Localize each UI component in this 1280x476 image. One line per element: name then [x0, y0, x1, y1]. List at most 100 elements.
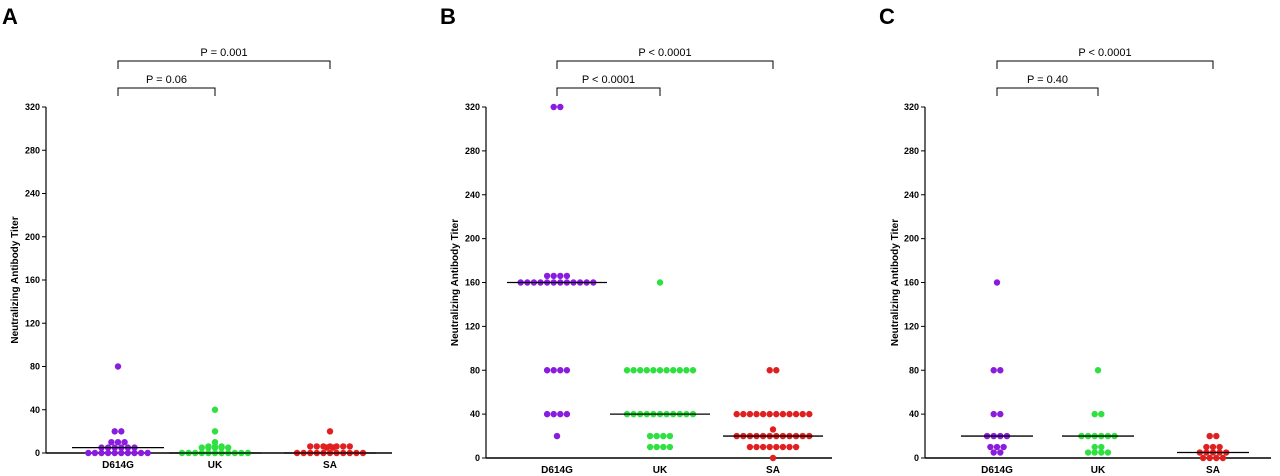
data-point-uk	[663, 367, 670, 374]
data-point-uk	[630, 367, 637, 374]
data-point-d614g	[550, 367, 557, 374]
y-axis-title: Neutralizing Antibody Titer	[10, 216, 21, 343]
data-point-uk	[1098, 443, 1105, 451]
data-point-sa	[753, 410, 760, 418]
data-point-uk	[653, 432, 660, 440]
p-value-label: P < 0.0001	[638, 47, 691, 59]
y-tick-label: 120	[465, 321, 480, 331]
data-point-sa	[1199, 454, 1207, 462]
data-point-d614g	[557, 410, 564, 418]
data-point-sa	[769, 454, 777, 462]
data-point-d614g	[550, 272, 557, 280]
data-point-d614g	[111, 428, 118, 435]
data-point-d614g	[98, 449, 105, 457]
y-tick-label: 80	[470, 365, 480, 375]
y-tick-label: 0	[35, 448, 40, 458]
data-point-d614g	[553, 432, 561, 440]
x-category-label: SA	[766, 465, 780, 476]
data-point-d614g	[118, 428, 125, 435]
data-point-sa	[766, 367, 773, 374]
data-point-uk	[1091, 449, 1098, 456]
data-point-sa	[323, 444, 330, 451]
data-point-uk	[646, 443, 654, 451]
p-value-label: P = 0.001	[200, 47, 247, 59]
y-tick-label: 240	[465, 190, 480, 200]
data-point-sa	[766, 410, 773, 418]
data-point-d614g	[121, 438, 128, 446]
panel-letter: A	[2, 4, 18, 29]
data-point-uk	[218, 444, 225, 451]
y-tick-label: 40	[30, 405, 40, 415]
data-point-uk	[666, 432, 674, 440]
y-tick-label: 200	[465, 234, 480, 244]
x-category-label: D614G	[102, 460, 134, 471]
x-category-label: UK	[653, 465, 668, 476]
data-point-d614g	[990, 449, 997, 456]
data-point-uk	[211, 438, 219, 446]
data-point-uk	[225, 444, 232, 451]
x-category-label: UK	[208, 460, 223, 471]
y-tick-label: 280	[904, 146, 919, 156]
y-axis-title: Neutralizing Antibody Titer	[450, 219, 461, 346]
y-tick-label: 280	[25, 145, 40, 155]
y-tick-label: 0	[475, 453, 480, 463]
data-point-sa	[1203, 443, 1210, 451]
data-point-sa	[307, 443, 314, 450]
data-point-sa	[769, 426, 777, 433]
significance-bracket	[996, 87, 1099, 96]
x-category-label: SA	[323, 460, 337, 471]
data-point-sa	[759, 410, 767, 418]
data-point-uk	[689, 367, 697, 374]
data-point-uk	[666, 443, 674, 451]
data-point-uk	[623, 367, 631, 374]
data-point-sa	[740, 410, 747, 418]
data-point-d614g	[990, 367, 997, 374]
y-tick-label: 320	[904, 102, 919, 112]
data-point-d614g	[114, 363, 122, 370]
data-point-d614g	[990, 410, 997, 418]
x-category-label: D614G	[981, 465, 1013, 476]
data-point-sa	[746, 443, 754, 451]
data-point-d614g	[557, 272, 564, 280]
x-category-label: D614G	[541, 465, 573, 476]
data-point-d614g	[563, 272, 571, 280]
data-point-d614g	[111, 449, 118, 457]
p-value-label: P < 0.0001	[582, 74, 635, 86]
p-value-label: P = 0.06	[146, 74, 187, 86]
p-value-label: P = 0.40	[1027, 74, 1068, 86]
data-point-sa	[1216, 443, 1223, 451]
significance-bracket	[556, 60, 774, 69]
data-point-sa	[773, 367, 780, 374]
data-point-uk	[660, 443, 667, 451]
y-axis-title: Neutralizing Antibody Titer	[890, 219, 901, 346]
data-point-uk	[676, 367, 683, 374]
data-point-d614g	[104, 449, 112, 457]
data-point-sa	[792, 410, 800, 418]
panel-a: A 0 40 80 120 160 200 240 280 320 Neutralizing Ant…	[2, 4, 392, 471]
data-point-d614g	[114, 438, 122, 446]
data-point-uk	[656, 279, 664, 286]
significance-bracket	[117, 60, 331, 69]
significance-bracket	[117, 87, 216, 96]
significance-bracket	[996, 60, 1214, 69]
y-tick-label: 160	[465, 278, 480, 288]
y-tick-label: 280	[465, 146, 480, 156]
y-tick-label: 120	[25, 318, 40, 328]
y-tick-label: 0	[914, 453, 919, 463]
data-point-uk	[205, 444, 212, 451]
data-point-sa	[346, 443, 353, 450]
panel-b: B 0 40 80 120 160 200 240 280 320 Neutralizing Ant…	[440, 4, 832, 476]
panel-c: C 0 40 80 120 160 200 240 280 320 Neutralizing Ant…	[879, 4, 1271, 476]
data-point-d614g	[91, 449, 99, 457]
data-point-d614g	[557, 367, 564, 374]
data-point-sa	[799, 410, 806, 418]
data-point-d614g	[85, 449, 92, 457]
data-point-sa	[779, 443, 787, 451]
x-category-label: UK	[1091, 465, 1106, 476]
y-tick-label: 40	[470, 409, 480, 419]
data-point-d614g	[124, 449, 132, 457]
data-point-sa	[340, 443, 347, 450]
data-point-sa	[330, 444, 337, 451]
data-point-sa	[753, 443, 760, 451]
